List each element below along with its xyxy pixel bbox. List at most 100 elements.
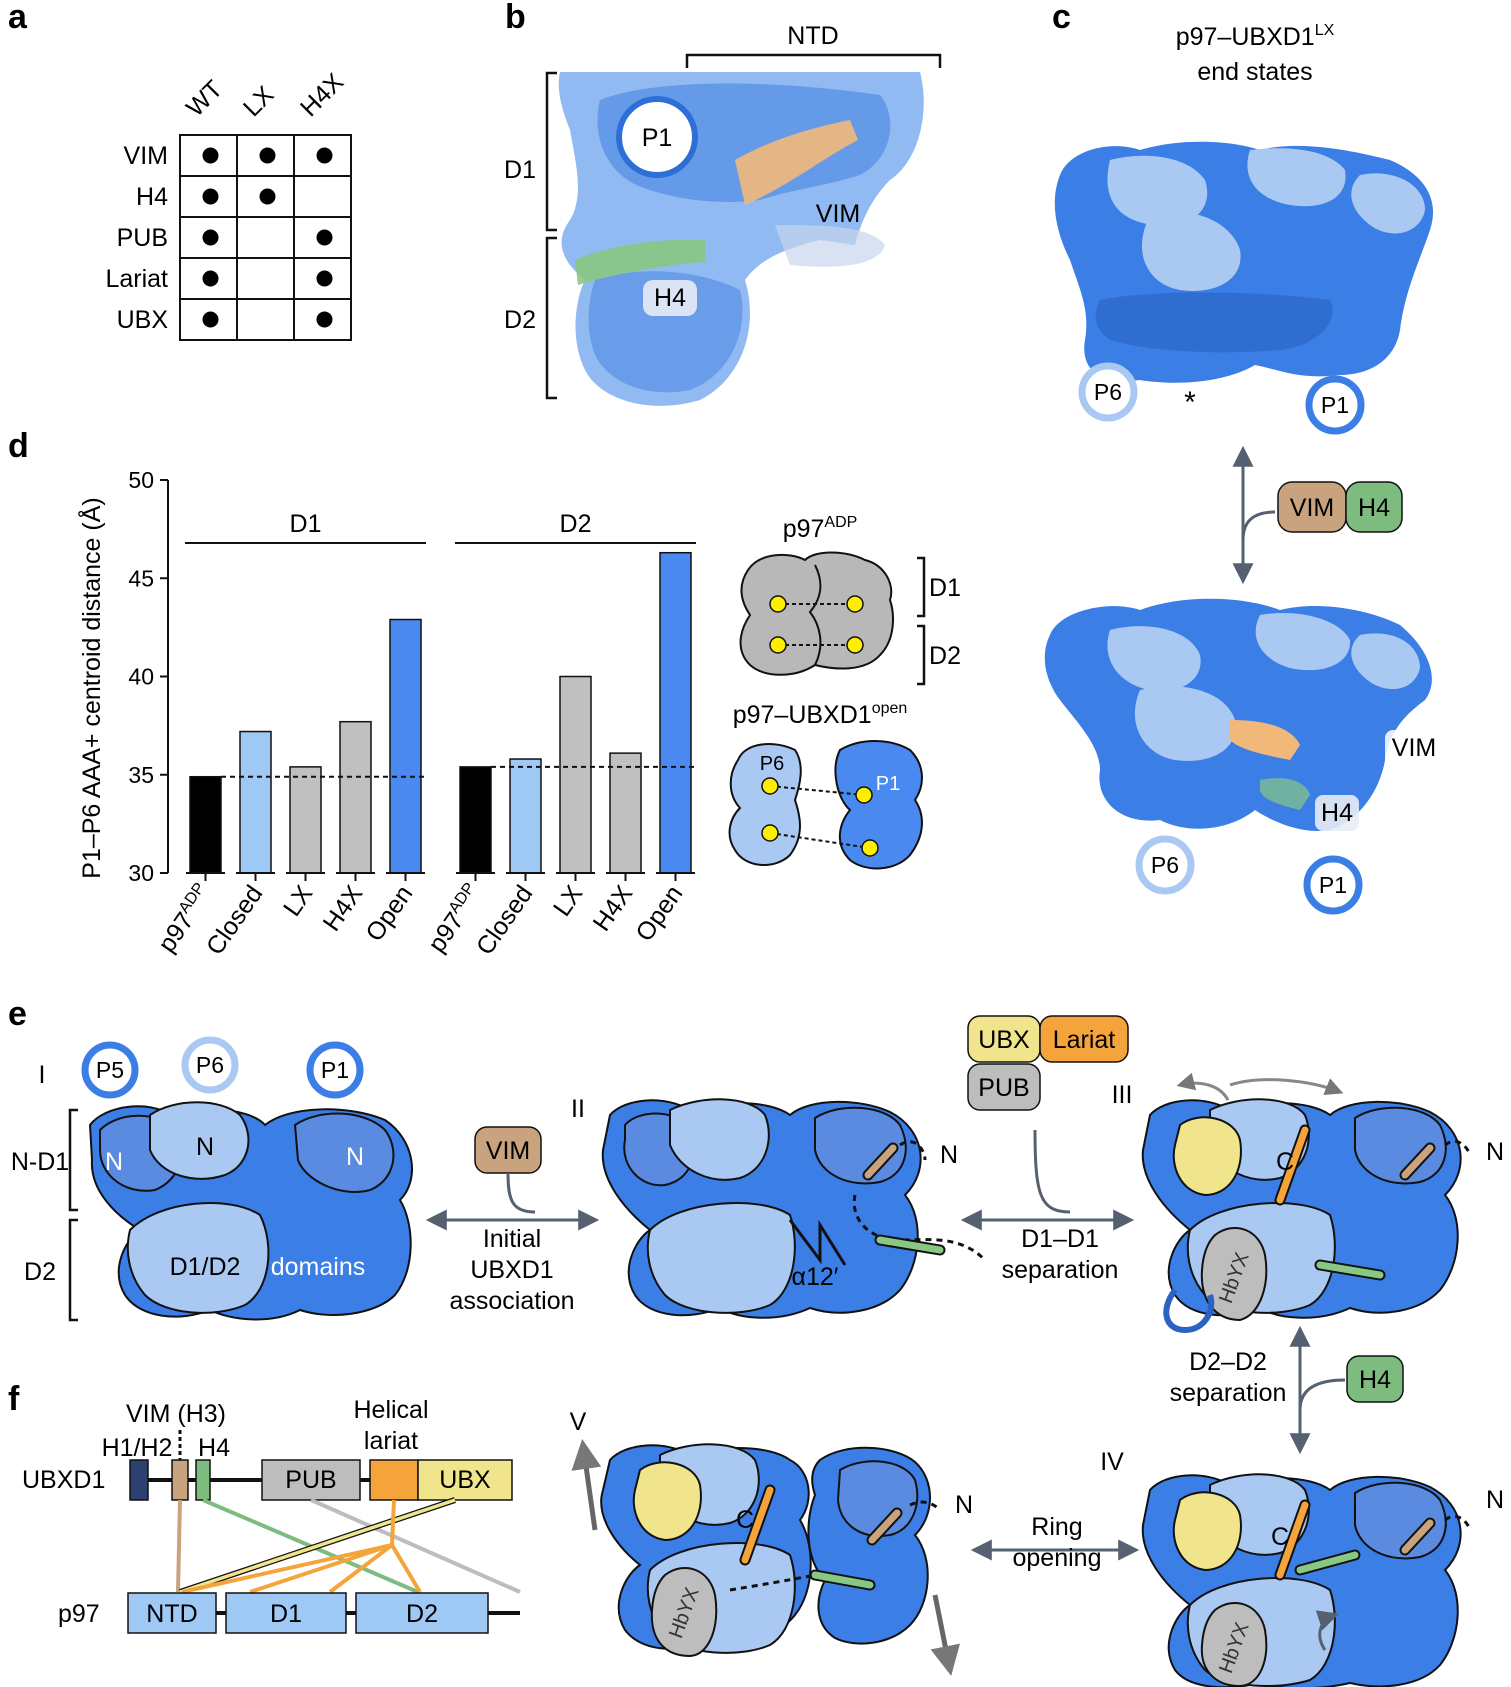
presence-dot bbox=[202, 311, 219, 328]
state-label-I: I bbox=[39, 1061, 46, 1089]
box-lariat: Lariat bbox=[1053, 1026, 1116, 1054]
panel-letter-b: b bbox=[505, 0, 526, 36]
x-tick-label: Open bbox=[360, 880, 418, 946]
y-axis-label: P1–P6 AAA+ centroid distance (Å) bbox=[76, 497, 106, 878]
schematic-d1: D1 bbox=[929, 574, 961, 602]
side-label-nd1: N-D1 bbox=[11, 1148, 69, 1176]
row-header-h4: H4 bbox=[136, 183, 168, 211]
presence-dot bbox=[259, 188, 276, 205]
label-vim-h3: VIM (H3) bbox=[126, 1400, 226, 1428]
transition2-line1: D1–D1 bbox=[1021, 1225, 1099, 1253]
x-tick-label: LX bbox=[278, 880, 319, 921]
box-vim: VIM bbox=[486, 1137, 530, 1165]
bar-d1-closed bbox=[239, 730, 272, 874]
presence-dot bbox=[202, 229, 219, 246]
bar-d1-h4x bbox=[339, 720, 372, 874]
x-tick-label: H4X bbox=[588, 880, 639, 936]
state-label-III: III bbox=[1112, 1081, 1133, 1109]
box-ubx: UBX bbox=[978, 1026, 1030, 1054]
bar-d2-closed bbox=[509, 758, 542, 874]
panel-c-bottom-vim: VIM bbox=[1392, 734, 1436, 762]
row-header-pub: PUB bbox=[117, 224, 168, 252]
schematic-p1: P1 bbox=[876, 773, 900, 795]
state1-domains-b: domains bbox=[271, 1253, 366, 1281]
ubxd1-pub: PUB bbox=[285, 1466, 336, 1494]
presence-dot bbox=[316, 147, 333, 164]
panel-c-end-states: p97–UBXD1LX end states P6 P1 * VIM H4 bbox=[1044, 22, 1443, 915]
transition3-line2: separation bbox=[1170, 1379, 1287, 1407]
transition1-line2: UBXD1 bbox=[470, 1256, 553, 1284]
y-tick-label: 45 bbox=[128, 565, 154, 591]
state1-domains-a: D1/D2 bbox=[170, 1253, 241, 1281]
state1-n-left: N bbox=[105, 1148, 123, 1176]
x-tick-label: Closed bbox=[471, 880, 539, 960]
col-header-h4x: H4X bbox=[295, 68, 349, 122]
presence-dot bbox=[202, 188, 219, 205]
ubxd1-name: UBXD1 bbox=[22, 1466, 105, 1494]
panel-c-map-top: P6 P1 * bbox=[1054, 141, 1434, 435]
panel-c-switch-vim: VIM bbox=[1290, 494, 1334, 522]
box-h4: H4 bbox=[1359, 1366, 1391, 1394]
p97-d2: D2 bbox=[406, 1600, 438, 1628]
panel-b-vim-label: VIM bbox=[816, 200, 860, 228]
schematic-p6: P6 bbox=[760, 753, 784, 775]
transition1-line3: association bbox=[449, 1287, 574, 1315]
presence-dot bbox=[316, 311, 333, 328]
panel-c-bottom-p1: P1 bbox=[1319, 872, 1347, 898]
bar-d1-p97adp bbox=[189, 775, 222, 874]
panel-c-bottom-p6: P6 bbox=[1151, 852, 1179, 878]
panel-b-d2-label: D2 bbox=[504, 306, 536, 334]
state4-c-term: C bbox=[1271, 1523, 1289, 1551]
state4-n-term: N bbox=[1486, 1486, 1504, 1514]
panel-d-schematic: p97ADP D1 D2 p97–UBXD1open P6 P1 bbox=[728, 514, 961, 870]
protomer-p1: P1 bbox=[321, 1057, 349, 1083]
presence-dot bbox=[316, 229, 333, 246]
state-label-IV: IV bbox=[1100, 1448, 1124, 1476]
panel-letter-e: e bbox=[8, 995, 27, 1033]
transition4-line1: Ring bbox=[1031, 1513, 1082, 1541]
panel-c-title-line2: end states bbox=[1197, 58, 1312, 86]
state-label-II: II bbox=[571, 1095, 585, 1123]
protomer-p5: P5 bbox=[96, 1057, 124, 1083]
label-lariat: lariat bbox=[364, 1427, 418, 1455]
panel-c-top-p6: P6 bbox=[1094, 379, 1122, 405]
ubxd1-ubx: UBX bbox=[439, 1466, 491, 1494]
schematic-adp-title: p97ADP bbox=[783, 514, 858, 543]
state-label-V: V bbox=[570, 1408, 587, 1436]
y-tick-label: 50 bbox=[128, 467, 154, 493]
x-tick-label: LX bbox=[548, 880, 589, 921]
transition1-line1: Initial bbox=[483, 1225, 541, 1253]
panel-c-switch-h4: H4 bbox=[1358, 494, 1390, 522]
col-header-wt: WT bbox=[181, 75, 228, 122]
presence-dot bbox=[202, 147, 219, 164]
bar-d1-open bbox=[389, 618, 422, 874]
group-label-d2: D2 bbox=[560, 510, 592, 538]
presence-dot bbox=[316, 270, 333, 287]
panel-b-d1-label: D1 bbox=[504, 156, 536, 184]
p97-ntd: NTD bbox=[146, 1600, 197, 1628]
x-tick-label: Open bbox=[630, 880, 688, 946]
panel-b-ntd-label: NTD bbox=[787, 22, 838, 50]
panel-letter-f: f bbox=[8, 1380, 20, 1418]
box-pub: PUB bbox=[978, 1074, 1029, 1102]
bar-d2-p97adp bbox=[459, 766, 492, 874]
p97-d1: D1 bbox=[270, 1600, 302, 1628]
transition2-line2: separation bbox=[1002, 1256, 1119, 1284]
p97-name: p97 bbox=[58, 1600, 100, 1628]
panel-b-h4-label: H4 bbox=[654, 284, 686, 312]
panel-letter-c: c bbox=[1052, 0, 1071, 36]
bar-d2-open bbox=[659, 551, 692, 874]
panel-f-domains: VIM (H3) H1/H2 H4 Helical lariat UBXD1 P… bbox=[22, 1396, 521, 1634]
schematic-open-title: p97–UBXD1open bbox=[733, 700, 908, 729]
label-helical: Helical bbox=[353, 1396, 428, 1424]
row-header-ubx: UBX bbox=[117, 306, 169, 334]
bar-d1-lx bbox=[289, 766, 322, 874]
panel-d-chart: P1–P6 AAA+ centroid distance (Å) 30 35 40 4… bbox=[76, 467, 696, 960]
group-label-d1: D1 bbox=[290, 510, 322, 538]
transition4-line2: opening bbox=[1013, 1544, 1102, 1572]
col-header-lx: LX bbox=[238, 81, 280, 123]
panel-c-map-bottom: VIM H4 P6 P1 bbox=[1044, 598, 1443, 915]
panel-c-bottom-h4: H4 bbox=[1321, 799, 1353, 827]
panel-e-model: I P5 P6 P1 N-D1 D2 N N N D1/D2 domains V… bbox=[11, 1015, 1504, 1687]
